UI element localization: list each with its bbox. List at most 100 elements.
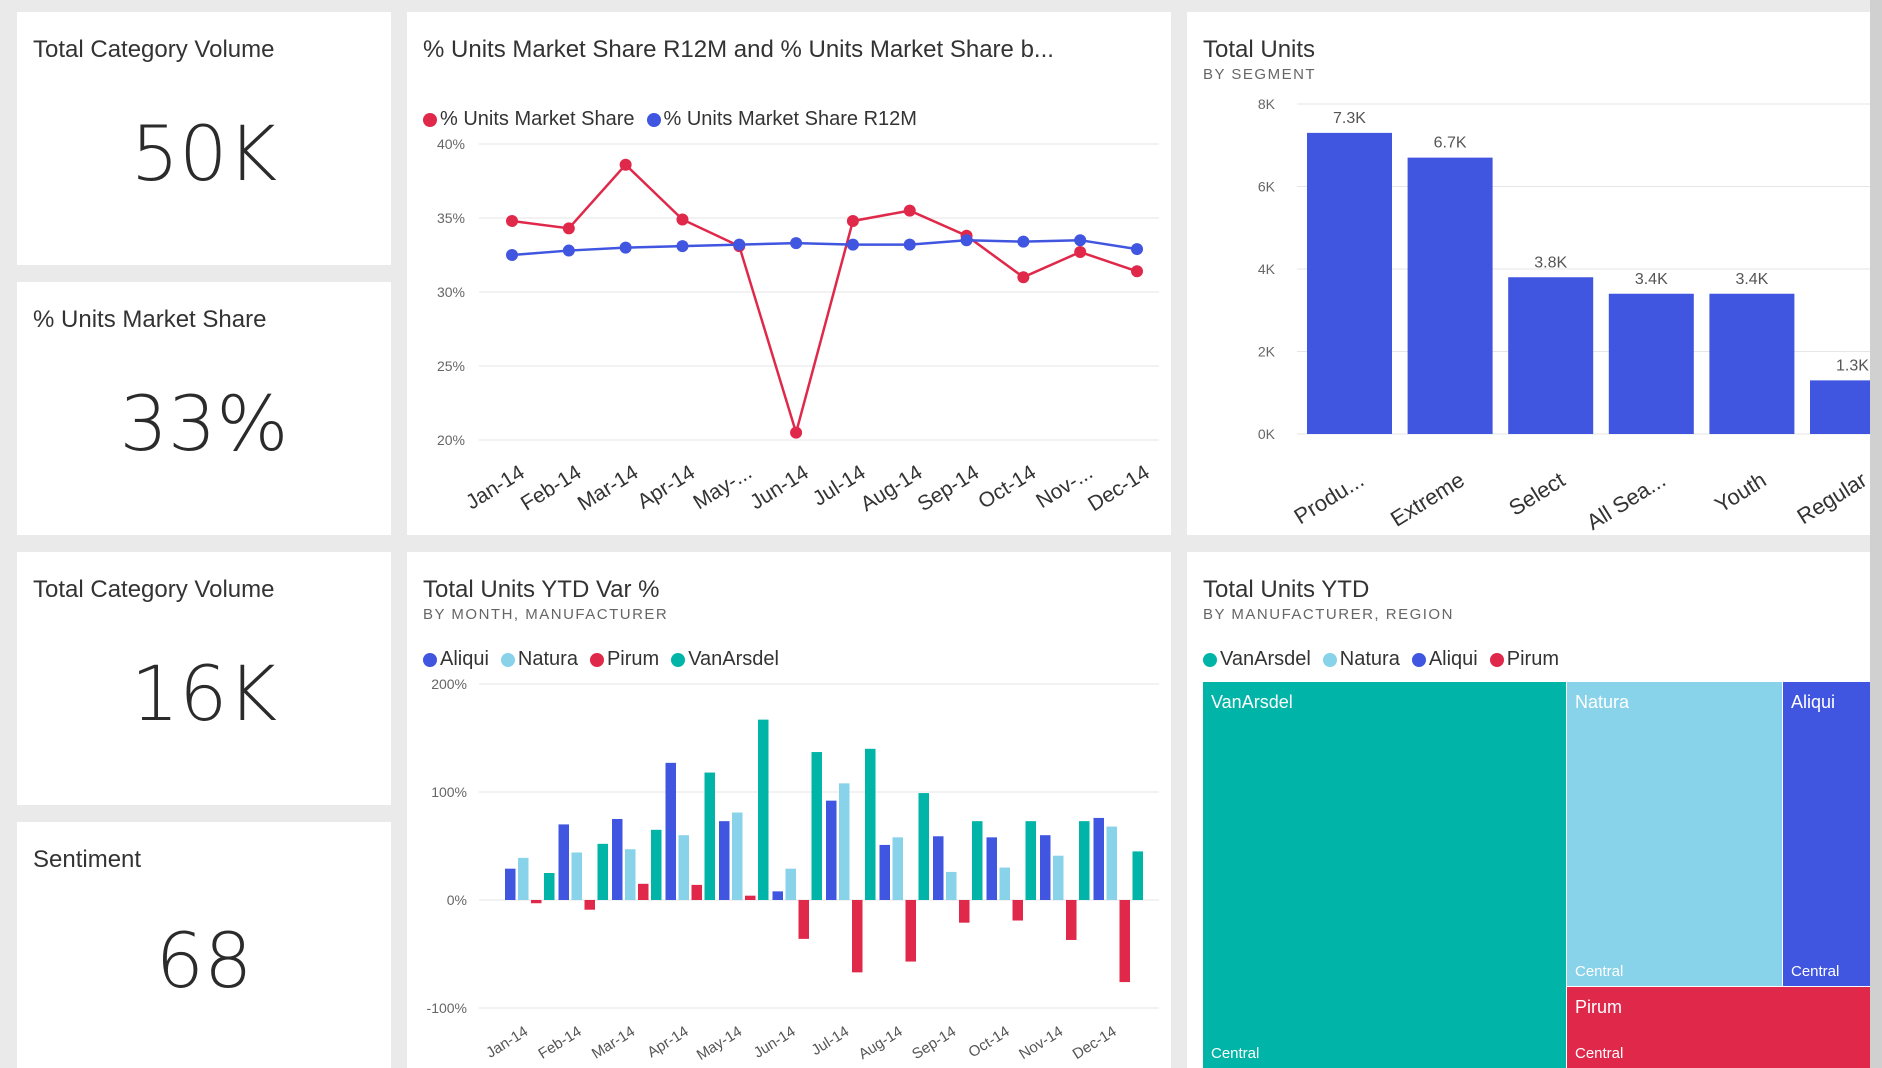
x-tick-label: Apr-14 bbox=[633, 461, 699, 514]
ytd-var-chart-tile[interactable]: Total Units YTD Var % BY MONTH, MANUFACT… bbox=[407, 552, 1171, 1068]
x-tick-label: Apr-14 bbox=[644, 1023, 691, 1061]
legend-dot-icon bbox=[1203, 652, 1217, 667]
bar bbox=[785, 868, 796, 900]
data-point bbox=[790, 426, 803, 439]
bar bbox=[826, 800, 837, 900]
bar bbox=[959, 900, 970, 923]
data-point bbox=[676, 240, 689, 253]
legend-label: Pirum bbox=[1506, 648, 1559, 670]
data-point bbox=[506, 214, 518, 227]
treemap-tile[interactable]: Total Units YTD BY MANUFACTURER, REGION … bbox=[1187, 552, 1870, 1068]
bar bbox=[879, 844, 890, 900]
bar bbox=[625, 849, 636, 900]
bar bbox=[772, 891, 783, 900]
bar bbox=[597, 843, 608, 900]
y-tick-label: 25% bbox=[437, 358, 465, 374]
bar bbox=[839, 783, 850, 900]
data-point bbox=[619, 241, 632, 254]
y-tick-label: -100% bbox=[427, 1000, 467, 1016]
legend-label: Natura bbox=[1339, 648, 1400, 670]
x-tick-label: Nov-... bbox=[1032, 461, 1097, 513]
data-point bbox=[1131, 265, 1143, 278]
chart-legend: % Units Market Share % Units Market Shar… bbox=[423, 108, 917, 131]
bar bbox=[1025, 821, 1036, 900]
data-point bbox=[619, 158, 632, 171]
bar bbox=[1307, 132, 1392, 434]
segment-bar-chart-tile[interactable]: Total Units BY SEGMENT 0K 2K 4K 6K 8K 7.3K Pro… bbox=[1187, 12, 1870, 535]
data-label: 1.3K bbox=[1836, 357, 1869, 374]
x-tick-label: Youth bbox=[1710, 467, 1770, 518]
bar bbox=[933, 836, 944, 900]
legend-dot-icon bbox=[1411, 652, 1426, 667]
chart-legend: Aliqui Natura Pirum VanArsdel bbox=[423, 648, 779, 671]
bar bbox=[719, 821, 730, 900]
card-value: 16K bbox=[130, 649, 278, 738]
bar bbox=[1079, 821, 1090, 900]
legend-label: Aliqui bbox=[1428, 648, 1478, 670]
bar bbox=[531, 900, 542, 904]
chart-subtitle: BY MANUFACTURER, REGION bbox=[1203, 606, 1454, 623]
bar bbox=[865, 748, 876, 900]
bar bbox=[745, 895, 756, 900]
x-tick-label: All Sea... bbox=[1582, 467, 1670, 535]
treemap-cell-natura[interactable]: Natura Central bbox=[1567, 682, 1782, 986]
x-tick-label: Extreme bbox=[1386, 467, 1469, 532]
chart-title: % Units Market Share R12M and % Units Ma… bbox=[423, 36, 1054, 63]
chart-subtitle: BY SEGMENT bbox=[1203, 66, 1317, 83]
legend-dot-icon bbox=[1489, 652, 1504, 667]
card-total-category-volume-1[interactable]: Total Category Volume 50K bbox=[17, 12, 391, 265]
treemap-cell-region: Central bbox=[1211, 1045, 1260, 1062]
treemap-cell-aliqui[interactable]: Aliqui Central bbox=[1783, 682, 1870, 986]
legend-item[interactable]: % Units Market Share R12M bbox=[646, 108, 917, 131]
legend-dot-icon bbox=[646, 112, 661, 127]
x-tick-label: Select bbox=[1504, 467, 1569, 521]
data-point bbox=[1074, 234, 1087, 247]
legend-item[interactable]: VanArsdel bbox=[671, 648, 779, 671]
page-scrollbar[interactable] bbox=[1870, 0, 1882, 1068]
data-point bbox=[960, 234, 973, 247]
legend-item[interactable]: Aliqui bbox=[1411, 648, 1478, 671]
x-tick-label: Jun-14 bbox=[751, 1023, 799, 1062]
legend-item[interactable]: Aliqui bbox=[423, 648, 489, 671]
data-label: 3.8K bbox=[1534, 254, 1567, 271]
legend-item[interactable]: VanArsdel bbox=[1203, 648, 1311, 671]
y-tick-label: 100% bbox=[431, 784, 467, 800]
bar bbox=[999, 867, 1010, 900]
bar bbox=[691, 884, 702, 900]
bar bbox=[612, 819, 623, 900]
x-tick-label: Aug-14 bbox=[856, 1023, 906, 1063]
legend-item[interactable]: Natura bbox=[500, 648, 578, 671]
card-title: Total Category Volume bbox=[33, 36, 275, 63]
card-units-market-share[interactable]: % Units Market Share 33% bbox=[17, 282, 391, 535]
legend-item[interactable]: % Units Market Share bbox=[423, 108, 635, 131]
bar bbox=[678, 835, 689, 900]
bar bbox=[651, 829, 662, 900]
treemap: VanArsdel Central Natura Central Aliqui … bbox=[1203, 682, 1870, 1068]
bar bbox=[918, 793, 929, 900]
bar bbox=[892, 837, 903, 900]
bar bbox=[518, 857, 529, 900]
card-total-category-volume-2[interactable]: Total Category Volume 16K bbox=[17, 552, 391, 805]
bar bbox=[665, 762, 676, 900]
treemap-cell-vanarsdel[interactable]: VanArsdel Central bbox=[1203, 682, 1566, 1068]
treemap-cell-name: Pirum bbox=[1575, 997, 1623, 1017]
series-line bbox=[511, 162, 1138, 438]
legend-item[interactable]: Natura bbox=[1322, 648, 1400, 671]
x-tick-label: Mar-14 bbox=[574, 461, 643, 516]
legend-item[interactable]: Pirum bbox=[1489, 648, 1559, 671]
line-chart-tile[interactable]: % Units Market Share R12M and % Units Ma… bbox=[407, 12, 1171, 535]
x-tick-label: Aug-14 bbox=[857, 461, 927, 517]
card-value: 68 bbox=[155, 915, 253, 1005]
treemap-cell-name: Aliqui bbox=[1791, 692, 1836, 712]
legend-item[interactable]: Pirum bbox=[589, 648, 659, 671]
card-sentiment[interactable]: Sentiment 68 bbox=[17, 822, 391, 1068]
treemap-cell-region: Central bbox=[1791, 963, 1840, 980]
y-tick-label: 20% bbox=[437, 432, 465, 448]
x-tick-label: Dec-14 bbox=[1084, 461, 1154, 517]
x-tick-label: Produ... bbox=[1290, 467, 1369, 529]
bar bbox=[1810, 380, 1870, 434]
bar bbox=[972, 821, 983, 900]
data-point bbox=[1017, 235, 1030, 248]
y-tick-label: 0K bbox=[1258, 426, 1276, 442]
treemap-cell-pirum[interactable]: Pirum Central bbox=[1567, 987, 1870, 1068]
